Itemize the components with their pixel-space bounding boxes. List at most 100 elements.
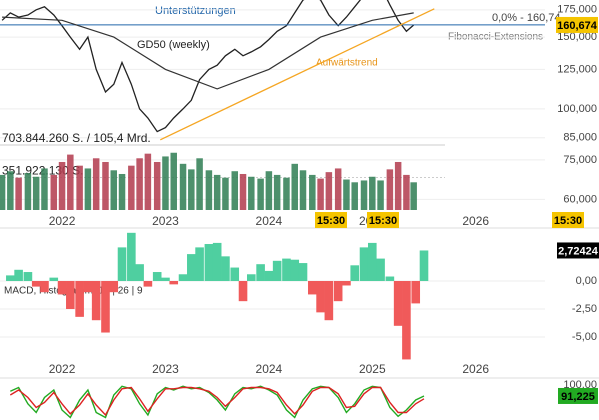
y-tick-label: 150,000 bbox=[557, 31, 597, 43]
bar bbox=[40, 280, 49, 293]
bar bbox=[109, 280, 119, 293]
x-tick-label: 2025 bbox=[359, 362, 386, 376]
bar bbox=[14, 269, 23, 281]
price-line bbox=[1, 0, 415, 133]
bar bbox=[393, 280, 403, 326]
oscillator-line bbox=[9, 386, 425, 417]
bar bbox=[128, 165, 135, 210]
bar bbox=[58, 161, 66, 210]
bar bbox=[178, 274, 188, 281]
bar bbox=[179, 163, 187, 210]
x-tick-label: 2022 bbox=[49, 214, 76, 228]
bar bbox=[385, 276, 395, 281]
value-badge bbox=[558, 387, 598, 404]
bar bbox=[257, 178, 264, 210]
value-label: 2,72424 bbox=[558, 245, 599, 257]
trend-label: Aufwärtstrend bbox=[316, 58, 378, 69]
value-label: 15:30 bbox=[554, 215, 582, 227]
bar bbox=[76, 165, 83, 210]
bar bbox=[152, 272, 162, 281]
bar bbox=[84, 168, 92, 210]
value-label: 15:30 bbox=[369, 215, 397, 227]
bar bbox=[367, 242, 377, 281]
bar bbox=[317, 178, 324, 210]
y-tick-label: -2,50 bbox=[572, 303, 597, 315]
bar bbox=[291, 163, 298, 210]
x-tick-label: 2023 bbox=[152, 362, 179, 376]
bar bbox=[49, 277, 59, 281]
y-tick-label: 100,00 bbox=[563, 379, 597, 391]
bar bbox=[127, 232, 136, 281]
ma-label: GD50 (weekly) bbox=[137, 39, 210, 51]
bar bbox=[282, 258, 291, 281]
trendline bbox=[160, 8, 435, 141]
value-badge bbox=[367, 212, 399, 228]
bar bbox=[273, 174, 281, 210]
bar bbox=[66, 280, 75, 310]
bar bbox=[256, 264, 265, 281]
bar bbox=[369, 176, 376, 210]
bar bbox=[283, 177, 290, 210]
bar bbox=[264, 270, 274, 281]
bar bbox=[265, 171, 273, 210]
bar bbox=[23, 272, 33, 281]
bar bbox=[213, 174, 221, 210]
bar bbox=[41, 168, 48, 210]
support-label: Unterstützungen bbox=[155, 5, 236, 17]
bar bbox=[7, 171, 14, 210]
bar bbox=[83, 280, 93, 293]
bar bbox=[402, 280, 411, 360]
bar bbox=[162, 156, 169, 210]
y-tick-label: 0,00 bbox=[576, 275, 597, 287]
bar bbox=[204, 244, 214, 281]
bar bbox=[196, 158, 203, 210]
bar bbox=[359, 247, 369, 281]
x-tick-label: 2022 bbox=[49, 362, 76, 376]
bar bbox=[110, 170, 118, 210]
bar bbox=[205, 170, 213, 210]
bar bbox=[221, 256, 230, 281]
bar bbox=[6, 275, 15, 281]
bar bbox=[246, 274, 256, 281]
value-badge bbox=[556, 16, 598, 33]
bar bbox=[386, 169, 394, 210]
bar bbox=[75, 280, 84, 317]
bar bbox=[272, 260, 282, 281]
bar bbox=[343, 179, 350, 210]
bar bbox=[188, 169, 195, 210]
y-tick-label: 75,000 bbox=[563, 154, 597, 166]
bar bbox=[144, 153, 152, 210]
x-tick-label: 2024 bbox=[256, 214, 283, 228]
bar bbox=[376, 258, 385, 281]
bar bbox=[316, 280, 325, 313]
value-label: 160,674 bbox=[557, 20, 598, 32]
bar bbox=[410, 182, 417, 210]
x-tick-label: 2023 bbox=[152, 214, 179, 228]
bar bbox=[169, 280, 179, 285]
y-tick-label: 60,000 bbox=[563, 193, 597, 205]
bar bbox=[308, 280, 317, 295]
y-tick-label: 175,000 bbox=[557, 4, 597, 16]
bar bbox=[118, 173, 126, 210]
bar bbox=[24, 173, 32, 210]
y-tick-label: 85,000 bbox=[563, 132, 597, 144]
bar bbox=[342, 280, 351, 286]
bar bbox=[298, 263, 308, 281]
bar bbox=[239, 173, 247, 210]
volume-tick-label: 703.844.260 S. / 105,4 Mrd. bbox=[2, 131, 151, 145]
bar bbox=[212, 242, 222, 281]
value-badge bbox=[552, 212, 584, 228]
bar bbox=[238, 280, 248, 302]
bar bbox=[299, 170, 307, 210]
bar bbox=[170, 152, 177, 210]
bar bbox=[377, 180, 384, 210]
bar bbox=[153, 161, 161, 210]
bar bbox=[248, 176, 255, 210]
y-tick-label: -5,00 bbox=[572, 331, 597, 343]
bar bbox=[351, 182, 358, 210]
x-tick-label: 2026 bbox=[462, 362, 489, 376]
bar bbox=[91, 280, 101, 321]
bar bbox=[31, 280, 41, 287]
bar bbox=[67, 154, 74, 210]
